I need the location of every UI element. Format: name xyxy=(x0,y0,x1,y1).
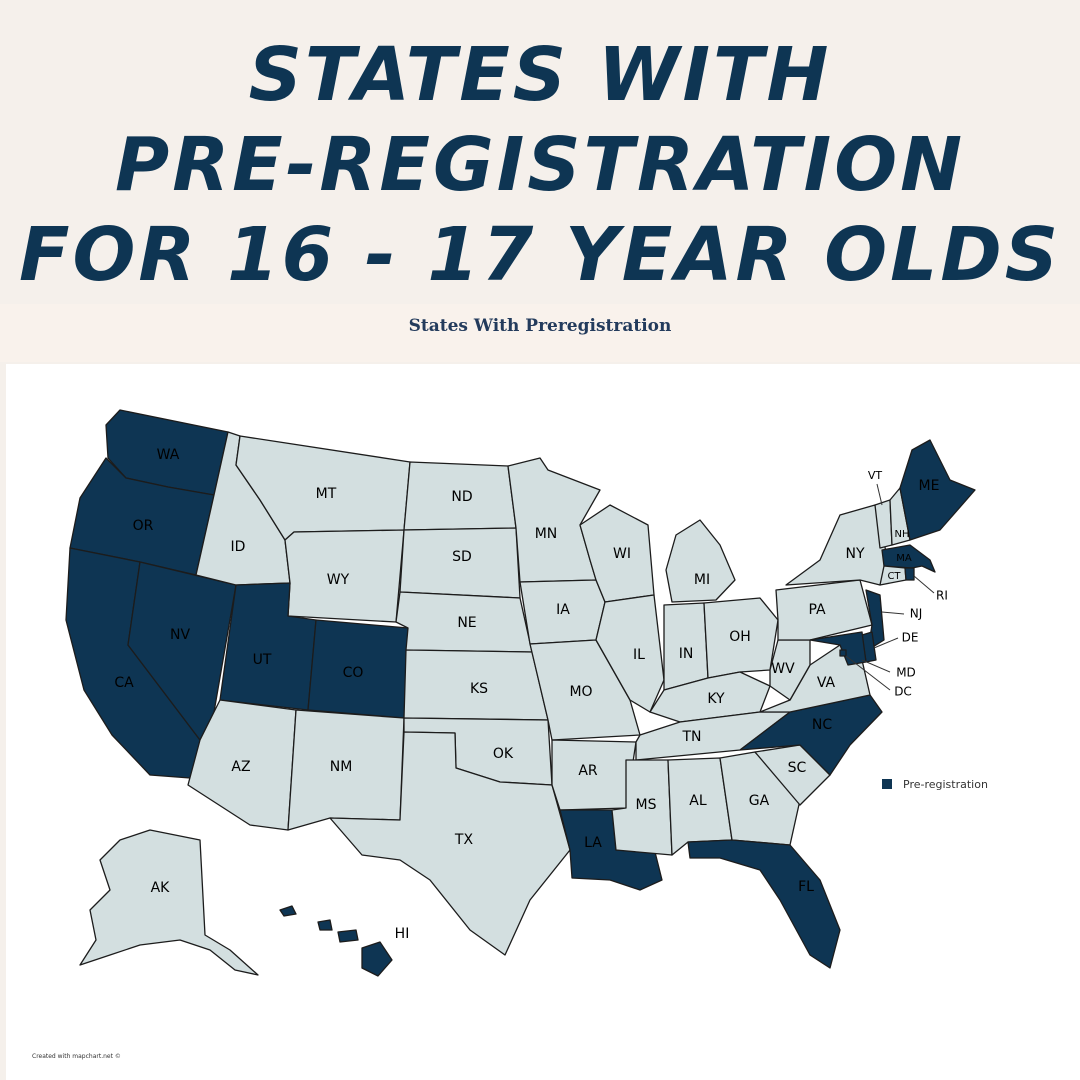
label-DE: DE xyxy=(902,631,919,645)
state-FL[interactable] xyxy=(687,839,841,969)
label-MI: MI xyxy=(694,572,710,588)
state-HI[interactable] xyxy=(279,905,393,977)
headline: STATES WITH PRE-REGISTRATION FOR 16 - 17… xyxy=(0,30,1080,300)
headline-line-2: PRE-REGISTRATION xyxy=(114,122,966,208)
label-IA: IA xyxy=(556,602,570,618)
label-PA: PA xyxy=(808,602,826,618)
label-AK: AK xyxy=(151,880,171,896)
label-UT: UT xyxy=(253,652,272,668)
label-IL: IL xyxy=(633,647,645,663)
state-labels: WA OR CA NV ID MT WY UT CO AZ NM ND SD N… xyxy=(114,447,948,942)
map-panel: WA OR CA NV ID MT WY UT CO AZ NM ND SD N… xyxy=(6,364,1080,1080)
label-MO: MO xyxy=(569,684,592,700)
legend-swatch xyxy=(882,779,892,789)
label-CO: CO xyxy=(343,665,364,681)
label-AZ: AZ xyxy=(231,759,250,775)
label-TX: TX xyxy=(454,832,474,848)
state-AR[interactable] xyxy=(551,739,637,811)
state-ME[interactable] xyxy=(899,439,976,541)
subtitle-bar xyxy=(0,304,1080,362)
label-ME: ME xyxy=(919,478,940,494)
state-GA[interactable] xyxy=(719,751,801,846)
state-MD[interactable] xyxy=(809,631,867,666)
label-LA: LA xyxy=(584,835,602,851)
state-MI[interactable] xyxy=(665,519,736,603)
label-TN: TN xyxy=(681,729,701,745)
label-NH: NH xyxy=(895,529,910,540)
state-RI[interactable] xyxy=(904,567,915,581)
label-OR: OR xyxy=(133,518,154,534)
state-NY[interactable] xyxy=(785,504,889,586)
label-AL: AL xyxy=(689,793,707,809)
label-NY: NY xyxy=(845,546,864,562)
label-MS: MS xyxy=(636,797,657,813)
label-CA: CA xyxy=(114,675,134,691)
state-DC[interactable] xyxy=(839,649,847,657)
label-NJ: NJ xyxy=(910,607,923,621)
label-OH: OH xyxy=(729,629,751,645)
label-MA: MA xyxy=(896,553,912,564)
label-HI: HI xyxy=(395,926,410,942)
label-GA: GA xyxy=(749,793,770,809)
map-legend: Pre-registration xyxy=(882,778,988,791)
label-NE: NE xyxy=(457,615,476,631)
label-WY: WY xyxy=(327,572,350,588)
label-WI: WI xyxy=(613,546,631,562)
label-KS: KS xyxy=(470,681,488,697)
label-RI: RI xyxy=(936,589,948,603)
label-VA: VA xyxy=(817,675,836,691)
leader-lines xyxy=(845,483,935,691)
headline-line-1: STATES WITH xyxy=(248,32,832,118)
label-MN: MN xyxy=(535,526,558,542)
label-CT: CT xyxy=(887,571,901,582)
state-MN[interactable] xyxy=(507,457,601,583)
credit-text: Created with mapchart.net © xyxy=(32,1053,121,1060)
label-ND: ND xyxy=(451,489,472,505)
legend-label: Pre-registration xyxy=(903,778,988,791)
label-NM: NM xyxy=(330,759,353,775)
label-OK: OK xyxy=(493,746,514,762)
label-VT: VT xyxy=(868,469,883,482)
label-DC: DC xyxy=(894,685,912,699)
us-map: WA OR CA NV ID MT WY UT CO AZ NM ND SD N… xyxy=(32,409,988,1060)
map-title: States With Preregistration xyxy=(408,316,672,336)
label-NC: NC xyxy=(812,717,832,733)
label-MD: MD xyxy=(896,666,916,680)
label-WV: WV xyxy=(771,661,795,677)
label-SC: SC xyxy=(788,760,807,776)
state-AK[interactable] xyxy=(79,829,259,976)
label-IN: IN xyxy=(679,646,694,662)
label-MT: MT xyxy=(316,486,337,502)
state-TX[interactable] xyxy=(329,731,571,956)
label-ID: ID xyxy=(231,539,246,555)
headline-line-3: FOR 16 - 17 YEAR OLDS xyxy=(18,212,1062,298)
label-SD: SD xyxy=(452,549,472,565)
label-FL: FL xyxy=(798,879,814,895)
label-WA: WA xyxy=(157,447,180,463)
label-KY: KY xyxy=(707,691,725,707)
label-AR: AR xyxy=(578,763,598,779)
label-NV: NV xyxy=(170,627,190,643)
